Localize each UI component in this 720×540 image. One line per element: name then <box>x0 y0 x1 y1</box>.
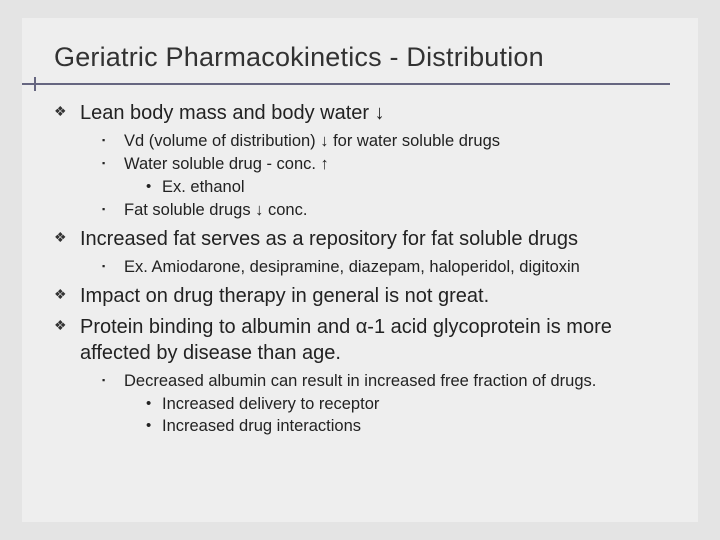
bullet-text: Ex. ethanol <box>162 178 245 196</box>
bullet-lvl2: Vd (volume of distribution) ↓ for water … <box>98 131 668 152</box>
bullet-lvl2: Fat soluble drugs ↓ conc. <box>98 200 668 221</box>
bullet-text: Ex. Amiodarone, desipramine, diazepam, h… <box>124 258 580 276</box>
bullet-text: Increased fat serves as a repository for… <box>80 228 578 250</box>
bullet-lvl1: Lean body mass and body water ↓ Vd (volu… <box>52 101 668 221</box>
slide-title: Geriatric Pharmacokinetics - Distributio… <box>54 42 668 73</box>
bullet-lvl3: Increased drug interactions <box>142 416 668 437</box>
bullet-text: Impact on drug therapy in general is not… <box>80 285 489 307</box>
bullet-lvl3: Ex. ethanol <box>142 177 668 198</box>
bullet-lvl1: Protein binding to albumin and α-1 acid … <box>52 315 668 437</box>
bullet-lvl2: Water soluble drug - conc. ↑ Ex. ethanol <box>98 154 668 198</box>
bullet-text: Lean body mass and body water ↓ <box>80 102 385 124</box>
bullet-lvl3: Increased delivery to receptor <box>142 394 668 415</box>
title-rule <box>22 77 670 91</box>
bullet-lvl1: Impact on drug therapy in general is not… <box>52 284 668 310</box>
bullet-lvl2: Ex. Amiodarone, desipramine, diazepam, h… <box>98 257 668 278</box>
bullet-lvl2: Decreased albumin can result in increase… <box>98 371 668 437</box>
bullet-text: Increased delivery to receptor <box>162 395 379 413</box>
slide-body: Lean body mass and body water ↓ Vd (volu… <box>52 101 668 437</box>
bullet-lvl1: Increased fat serves as a repository for… <box>52 227 668 278</box>
bullet-text: Protein binding to albumin and α-1 acid … <box>80 316 612 364</box>
bullet-text: Decreased albumin can result in increase… <box>124 372 596 390</box>
bullet-text: Vd (volume of distribution) ↓ for water … <box>124 132 500 150</box>
bullet-text: Fat soluble drugs ↓ conc. <box>124 201 307 219</box>
bullet-text: Water soluble drug - conc. ↑ <box>124 155 329 173</box>
slide: Geriatric Pharmacokinetics - Distributio… <box>22 18 698 522</box>
bullet-text: Increased drug interactions <box>162 417 361 435</box>
